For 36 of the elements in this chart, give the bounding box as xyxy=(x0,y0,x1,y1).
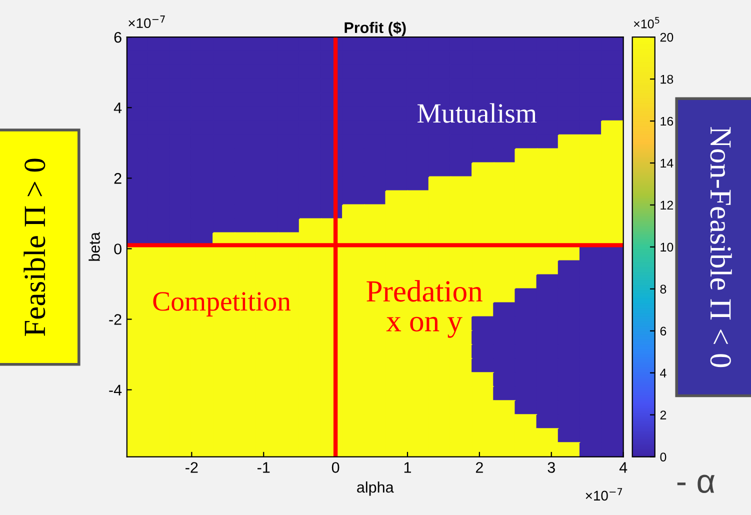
x-tick-label: -1 xyxy=(258,462,270,473)
color-bar-label: 20 xyxy=(660,32,674,42)
y-tick-label: 0 xyxy=(114,244,122,254)
x-tick-label: -2 xyxy=(186,462,198,473)
color-bar-label: 18 xyxy=(660,74,674,84)
x-tick-label: 0 xyxy=(332,462,340,473)
x-tick-label: 1 xyxy=(404,462,411,473)
color-bar-label: 6 xyxy=(660,326,666,336)
y-tick-label: -2 xyxy=(109,314,122,325)
color-bar-label: 0 xyxy=(660,452,666,462)
color-bar-label: 8 xyxy=(660,284,666,294)
annotation: Predation x on y xyxy=(366,280,482,338)
x-tick-label: 3 xyxy=(548,462,555,473)
y-tick-label: 4 xyxy=(114,102,122,114)
text: ×10$^{−7}$ xyxy=(128,16,165,28)
annotation: Mutualism xyxy=(417,103,537,123)
color-bar-label: 10 xyxy=(660,242,674,252)
x-tick-label: 2 xyxy=(476,462,483,473)
color-bar-label: 2 xyxy=(660,410,666,420)
color-bar-label: 14 xyxy=(660,158,674,168)
text: ×10$^{−7}$ xyxy=(586,488,622,501)
y-axis-title: beta xyxy=(88,232,100,261)
annotation: Competition xyxy=(153,292,291,316)
text: - α xyxy=(677,474,715,494)
text: Non-Feasible Π < 0 xyxy=(710,127,732,368)
x-tick-label: 4 xyxy=(619,462,628,473)
chart-title: Profit ($) xyxy=(344,22,406,36)
y-tick-label: 6 xyxy=(114,32,122,43)
x-axis-title: alpha xyxy=(357,481,394,496)
y-tick-label: 2 xyxy=(114,173,122,184)
text: Feasible Π > 0 xyxy=(24,158,46,336)
color-bar-label: 4 xyxy=(660,368,666,378)
color-bar-label: 16 xyxy=(660,116,674,126)
color-bar-label: 12 xyxy=(660,200,674,210)
y-tick-label: -4 xyxy=(109,384,122,396)
text: ×10$^{5}$ xyxy=(634,17,660,28)
